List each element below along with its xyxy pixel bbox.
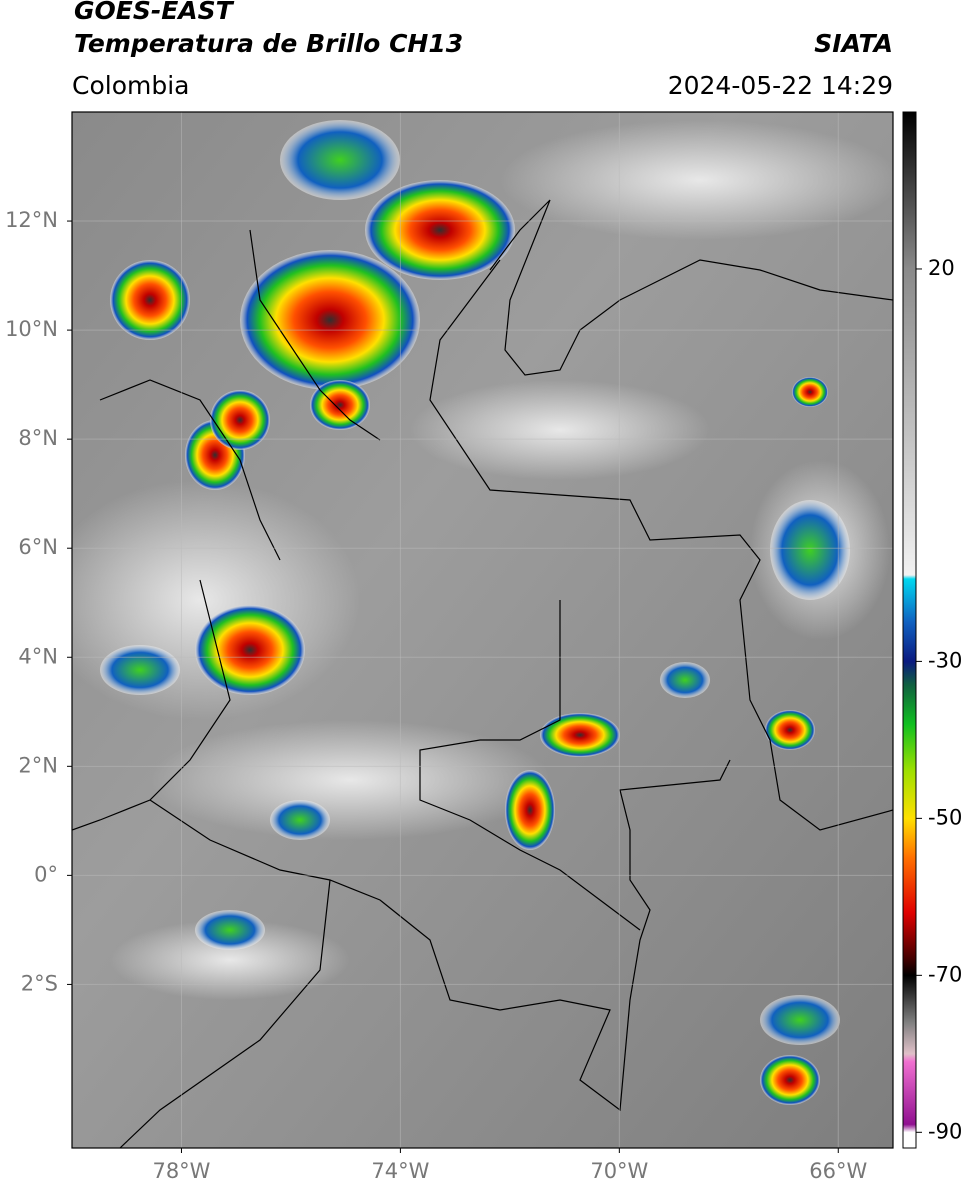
y-tick-label: 2°N: [18, 753, 58, 777]
y-tick-label: 0°: [34, 862, 58, 886]
datetime: 2024-05-22 14:29: [668, 71, 893, 100]
map-frame: [71, 111, 894, 1149]
region: Colombia: [72, 71, 189, 100]
source: SIATA: [814, 29, 893, 58]
colorbar-label: -70: [928, 962, 962, 986]
x-tick-label: 70°W: [590, 1159, 648, 1183]
y-tick-label: 10°N: [5, 317, 58, 341]
satellite-image: [72, 112, 893, 1148]
colorbar-label: 20: [928, 256, 955, 280]
colorbar-label: -50: [928, 805, 962, 829]
x-tick-label: 74°W: [371, 1159, 429, 1183]
x-tick-label: 66°W: [809, 1159, 867, 1183]
y-tick-label: 6°N: [18, 535, 58, 559]
satellite: GOES-EAST: [74, 0, 235, 25]
y-tick-label: 8°N: [18, 426, 58, 450]
colorbar-label: -30: [928, 648, 962, 672]
y-tick-label: 12°N: [5, 208, 58, 232]
colorbar: [902, 111, 917, 1149]
colorbar-label: -90: [928, 1119, 962, 1143]
product: Temperatura de Brillo CH13: [74, 29, 463, 58]
y-tick-label: 2°S: [21, 971, 58, 995]
x-tick-label: 78°W: [152, 1159, 210, 1183]
y-tick-label: 4°N: [18, 644, 58, 668]
